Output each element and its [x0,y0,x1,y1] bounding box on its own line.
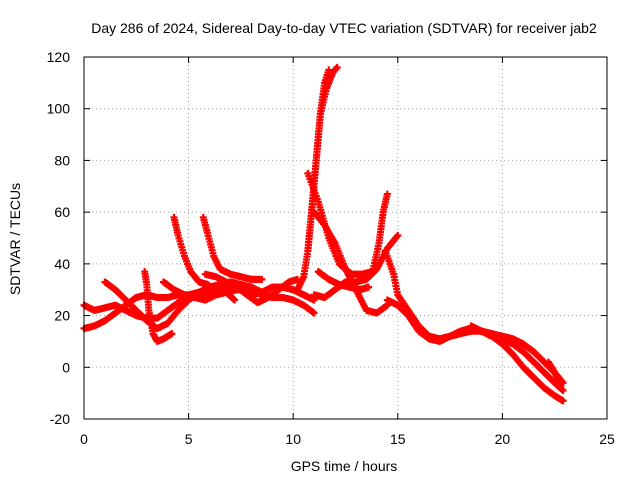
data-point-marker [310,309,318,317]
x-axis: 0 5 10 15 20 25 [80,57,615,447]
x-tick-label: 20 [495,431,511,447]
grid [84,57,607,419]
data-point-marker [168,330,176,338]
data-point-marker [258,275,266,283]
series-sat-g [199,213,266,283]
y-tick-label: 20 [54,308,70,324]
data-point-marker [365,283,373,291]
series-sat-d [141,268,176,345]
plot-frame [83,56,608,420]
series-sat-n [314,268,373,294]
x-tick-label: 0 [80,431,88,447]
data-point-marker [325,66,333,74]
y-tick-label: 120 [47,49,71,65]
data-point-marker [333,63,341,71]
x-tick-label: 10 [285,431,301,447]
series-sat-m [310,231,402,301]
x-tick-label: 15 [390,431,406,447]
x-tick-label: 5 [185,431,193,447]
data-point-marker [559,397,567,405]
series-layer [80,63,567,405]
y-tick-label: 60 [54,204,70,220]
series-sat-r [544,358,565,389]
data-point-marker [231,296,239,304]
series-sat-q [467,322,567,395]
y-tick-label: 100 [47,101,71,117]
series-sat-h [201,270,301,307]
chart-title: Day 286 of 2024, Sidereal Day-to-day VTE… [91,20,597,36]
data-point-marker [394,231,402,239]
x-tick-label: 25 [599,431,615,447]
y-tick-label: 0 [62,359,70,375]
data-point-marker [383,190,391,198]
y-tick-label: 40 [54,256,70,272]
series-sat-f [170,213,239,304]
x-axis-title: GPS time / hours [291,458,398,474]
data-point-marker [559,387,567,395]
data-point-marker [557,381,565,389]
data-point-marker [254,288,262,296]
y-tick-label: -20 [50,411,70,427]
y-axis-title: SDTVAR / TECUs [7,183,23,295]
y-tick-label: 80 [54,152,70,168]
y-axis: -20 0 20 40 60 80 100 120 [47,49,607,427]
